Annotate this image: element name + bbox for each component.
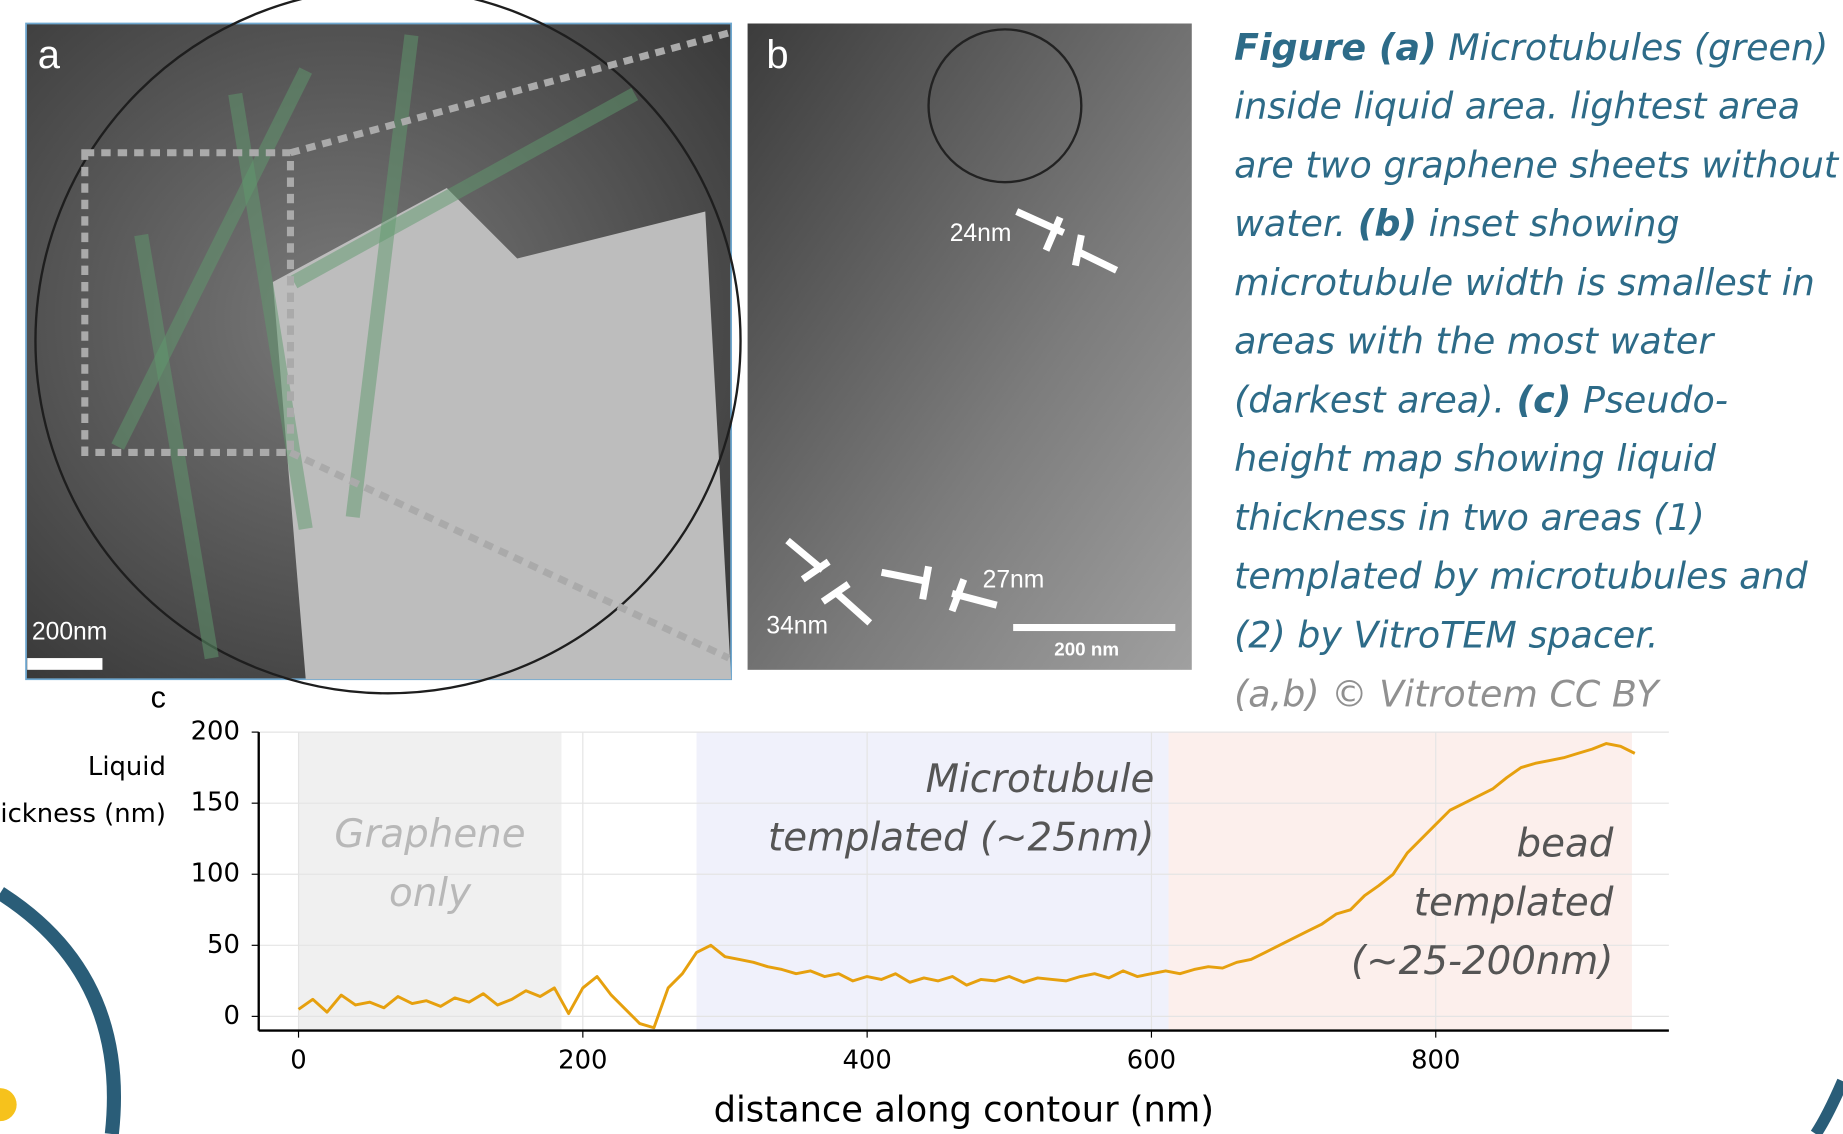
width-markers: [785, 208, 1119, 626]
caption-ref: Figure (a): [1234, 27, 1437, 70]
measurement: 34nm: [766, 612, 828, 639]
caption-ref: (c): [1516, 379, 1572, 422]
region-label: bead: [1517, 822, 1614, 867]
scale-bar: [1013, 623, 1176, 632]
region: [298, 732, 562, 1031]
decor-dot: [0, 1088, 17, 1122]
scale-bar-label: 200nm: [32, 618, 107, 645]
region-label: Graphene: [334, 812, 525, 857]
data-line: [297, 742, 1636, 1030]
inset-box: [81, 149, 294, 456]
x-tick-label: 800: [1411, 1046, 1460, 1076]
decor-arc: [1810, 1078, 1843, 1134]
y-tick-label: 200: [191, 717, 240, 747]
caption-text: Pseudo-height map showing liquid thickne…: [1234, 379, 1808, 657]
decor-arc: [0, 887, 121, 1134]
inset-line: [288, 449, 731, 662]
y-tick-label: 100: [191, 859, 240, 889]
x-tick-label: 0: [290, 1046, 306, 1076]
panel-a: a 200nm: [25, 0, 742, 695]
x-tick-label: 400: [842, 1046, 891, 1076]
tem-image: [747, 23, 1192, 670]
credit: (a,b) © Vitrotem CC BY: [1234, 673, 1659, 716]
region-label: templated: [1414, 880, 1614, 925]
scale-bar: [27, 658, 103, 670]
panel-label: a: [38, 33, 61, 77]
y-axis-label: thickness (nm): [0, 799, 166, 829]
y-tick-label: 50: [207, 930, 240, 960]
scale-bar-label: 200 nm: [1054, 639, 1119, 660]
chart: Graphene only Microtubule templated (~25nm)…: [0, 680, 1669, 1131]
panel-label: c: [151, 680, 166, 714]
x-tick-label: 600: [1127, 1046, 1176, 1076]
inset-line: [289, 29, 730, 157]
region-label: templated (~25nm): [768, 816, 1154, 861]
caption-text: inset showing microtubule width is small…: [1234, 203, 1815, 422]
x-axis-label: distance along contour (nm): [714, 1090, 1214, 1131]
region-label: Microtubule: [926, 757, 1155, 802]
caption: Figure (a) Microtubules (green) inside l…: [1234, 19, 1843, 724]
y-tick-label: 150: [191, 788, 240, 818]
hole-edge: [34, 0, 742, 695]
panel-b: b 24nm 27nm 34nm 200 nm: [747, 23, 1192, 670]
panel-label: b: [766, 33, 788, 77]
y-axis-label: Liquid: [88, 752, 166, 782]
caption-text: Microtubules (green) inside liquid area.…: [1234, 27, 1839, 246]
measurement: 27nm: [983, 567, 1045, 594]
region: [1168, 732, 1632, 1031]
x-tick-label: 200: [558, 1046, 607, 1076]
y-tick-label: 0: [223, 1001, 239, 1031]
graphene-area: [272, 188, 732, 680]
measurement: 24nm: [950, 220, 1012, 247]
bubble: [927, 28, 1083, 184]
region-label: only: [389, 871, 472, 916]
region-label: (~25-200nm): [1351, 939, 1613, 984]
caption-box: Figure (a) Microtubules (green) inside l…: [1234, 19, 1843, 724]
caption-ref: (b): [1357, 203, 1418, 246]
